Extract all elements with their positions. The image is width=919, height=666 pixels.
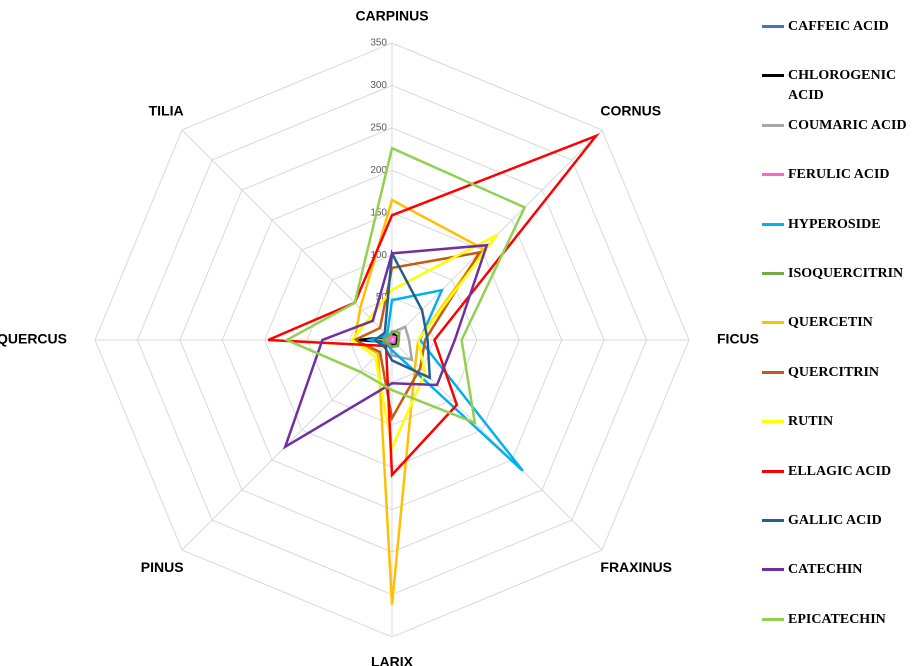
legend-item: RUTIN [762, 412, 916, 432]
legend-label: CATECHIN [788, 562, 863, 578]
tick-label: 350 [370, 38, 387, 49]
category-label: CORNUS [600, 102, 661, 118]
legend-label: ISOQUERCITRIN [788, 266, 904, 281]
legend-item: COUMARIC ACID [762, 116, 916, 136]
legend-label: QUERCITRIN [788, 364, 880, 380]
category-label: FRAXINUS [600, 559, 672, 575]
series-line [379, 330, 401, 349]
legend-label: CHLOROGENIC ACID [788, 68, 897, 104]
legend-swatch [762, 420, 784, 424]
legend-swatch [762, 222, 784, 226]
legend-label: FERULIC ACID [788, 167, 890, 183]
legend-item: CHLOROGENIC ACID [762, 66, 916, 106]
legend-label: GALLIC ACID [788, 513, 882, 528]
legend-item: QUERCITRIN [762, 363, 916, 383]
spoke [391, 339, 603, 551]
legend-item: HYPEROSIDE [762, 215, 916, 235]
legend-label: RUTIN [788, 414, 834, 430]
legend-swatch [762, 370, 784, 374]
legend-item: EPICATECHIN [762, 610, 916, 630]
legend-swatch [762, 272, 784, 275]
legend-label: EPICATECHIN [788, 611, 886, 627]
category-label: TILIA [149, 102, 184, 118]
legend-swatch [762, 25, 784, 28]
category-label: PINUS [141, 559, 184, 575]
legend-item: FERULIC ACID [762, 165, 916, 185]
category-label: QUERCUS [0, 331, 67, 347]
legend-swatch [762, 469, 784, 473]
legend-label: COUMARIC ACID [788, 117, 907, 133]
legend-item: CATECHIN [762, 560, 916, 580]
series-line [283, 146, 527, 425]
tick-label: 100 [370, 250, 387, 261]
tick-label: 200 [370, 165, 387, 176]
tick-label: 50 [376, 292, 388, 303]
legend-item: QUERCETIN [762, 313, 916, 333]
legend-label: QUERCETIN [788, 315, 873, 331]
legend-swatch [762, 173, 784, 177]
chart: CARPINUS CORNUS FICUS FRAXINUS LARIX PINUS QUE… [0, 8, 759, 666]
legend-item: ELLAGIC ACID [762, 462, 916, 482]
series-line [372, 249, 432, 380]
legend-swatch [762, 617, 784, 621]
legend-swatch [762, 123, 784, 127]
series-line [282, 243, 489, 450]
category-label: FICUS [717, 331, 759, 347]
legend-swatch [762, 519, 784, 522]
series-line [385, 335, 397, 344]
legend-swatch [762, 321, 784, 325]
legend-label: HYPEROSIDE [788, 216, 881, 232]
legend-item: GALLIC ACID [762, 511, 916, 531]
series-line [267, 133, 600, 478]
legend-swatch [762, 74, 784, 78]
category-label: CARPINUS [355, 8, 428, 24]
legend-label: CAFFEIC ACID [788, 19, 889, 34]
tick-label: 150 [370, 207, 387, 218]
tick-label: 300 [370, 80, 387, 91]
category-label: LARIX [371, 654, 414, 666]
legend-item: CAFFEIC ACID [762, 17, 916, 37]
legend-swatch [762, 568, 784, 572]
legend-item: ISOQUERCITRIN [762, 264, 916, 284]
spoke [181, 129, 393, 341]
tick-label: 250 [370, 122, 387, 133]
legend-label: ELLAGIC ACID [788, 463, 892, 479]
